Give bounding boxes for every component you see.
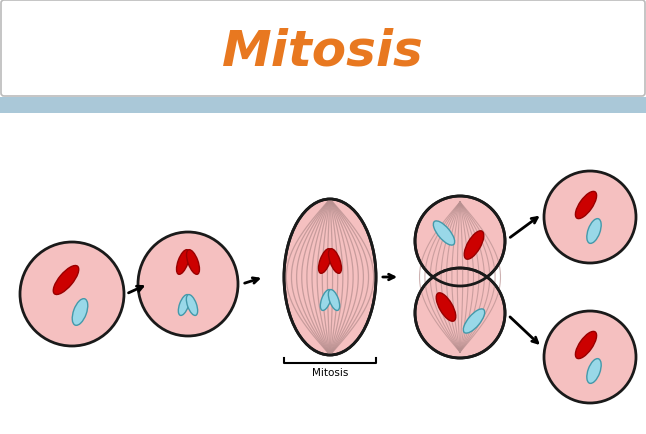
Ellipse shape: [178, 295, 190, 316]
Bar: [0, 98, 646, 114]
FancyBboxPatch shape: [1, 1, 645, 97]
Ellipse shape: [415, 268, 505, 358]
Ellipse shape: [72, 299, 88, 326]
Ellipse shape: [186, 295, 198, 316]
Ellipse shape: [544, 171, 636, 263]
Ellipse shape: [328, 290, 340, 311]
Ellipse shape: [320, 290, 331, 311]
Ellipse shape: [587, 359, 601, 384]
Ellipse shape: [415, 197, 505, 286]
Ellipse shape: [53, 266, 79, 295]
Ellipse shape: [433, 221, 455, 246]
Ellipse shape: [138, 233, 238, 336]
Ellipse shape: [284, 200, 376, 355]
Ellipse shape: [176, 250, 189, 275]
Ellipse shape: [576, 192, 597, 219]
Ellipse shape: [318, 249, 331, 274]
Ellipse shape: [544, 311, 636, 403]
Ellipse shape: [329, 249, 342, 274]
Ellipse shape: [20, 243, 124, 346]
Ellipse shape: [187, 250, 200, 275]
Ellipse shape: [463, 309, 484, 333]
Ellipse shape: [464, 231, 484, 260]
Text: Mitosis: Mitosis: [312, 367, 348, 377]
Ellipse shape: [587, 219, 601, 244]
Ellipse shape: [436, 293, 456, 322]
Text: Mitosis: Mitosis: [222, 28, 424, 76]
Ellipse shape: [576, 332, 597, 359]
